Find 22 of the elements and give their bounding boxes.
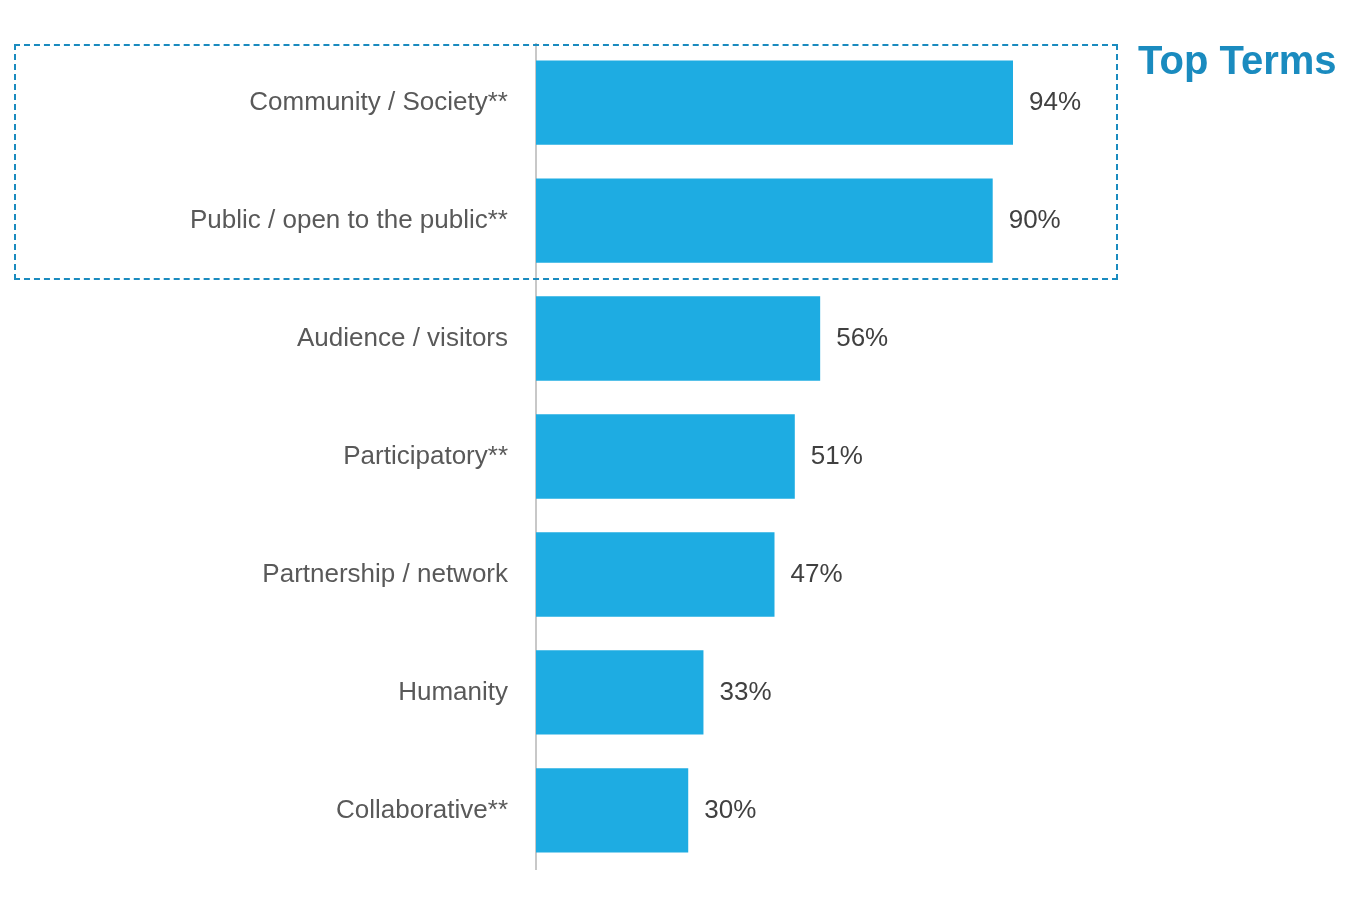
y-tick-label: Audience / visitors — [297, 321, 508, 352]
y-tick-label: Humanity — [398, 675, 508, 706]
bar — [536, 414, 795, 499]
y-tick-label: Public / open to the public** — [190, 203, 508, 234]
data-label: 30% — [704, 793, 757, 824]
data-label: 47% — [790, 557, 843, 588]
y-tick-label: Collaborative** — [336, 793, 508, 824]
bar — [536, 768, 689, 853]
data-label: 33% — [719, 675, 772, 706]
y-tick-label: Partnership / network — [262, 557, 509, 588]
text: Top Terms — [1138, 37, 1337, 83]
data-label: 94% — [1029, 85, 1082, 116]
bar — [536, 178, 993, 263]
bar — [536, 532, 775, 617]
data-label: 56% — [836, 321, 889, 352]
y-tick-label: Community / Society** — [249, 85, 508, 116]
data-label: 51% — [810, 439, 863, 470]
data-label: 90% — [1008, 203, 1061, 234]
bar — [536, 60, 1013, 145]
y-tick-label: Participatory** — [343, 439, 508, 470]
bar — [536, 650, 704, 735]
bar — [536, 296, 821, 381]
